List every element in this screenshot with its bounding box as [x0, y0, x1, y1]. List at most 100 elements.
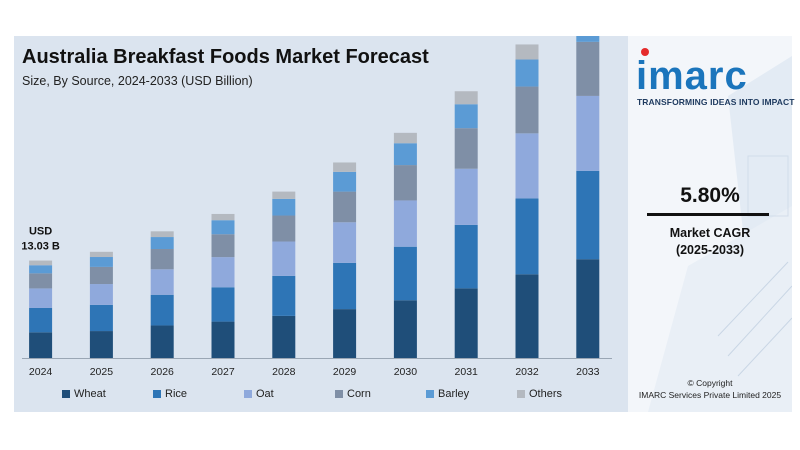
- legend-swatch-rice: [153, 390, 161, 398]
- x-tick-label-2033: 2033: [576, 366, 600, 378]
- bar-oat-2024: [29, 288, 53, 308]
- x-tick-label-2026: 2026: [151, 366, 175, 378]
- bar-others-2030: [393, 132, 417, 144]
- bar-oat-2026: [150, 269, 174, 295]
- bar-barley-2025: [89, 257, 113, 267]
- bar-barley-2026: [150, 237, 174, 250]
- bar-wheat-2025: [89, 331, 113, 358]
- bar-wheat-2033: [576, 259, 600, 358]
- bar-corn-2026: [150, 249, 174, 270]
- cagr-period: (2025-2033): [675, 243, 745, 257]
- legend-item-barley: Barley: [426, 388, 469, 400]
- bar-others-2024: [29, 260, 53, 266]
- legend-swatch-barley: [426, 390, 434, 398]
- bar-barley-2029: [333, 171, 357, 192]
- bar-oat-2031: [454, 168, 478, 225]
- legend-label-corn: Corn: [347, 388, 371, 400]
- bar-wheat-2026: [150, 325, 174, 358]
- background-decoration: [648, 56, 792, 412]
- legend-item-rice: Rice: [153, 388, 187, 400]
- bar-others-2029: [333, 162, 357, 172]
- bar-rice-2032: [515, 198, 539, 275]
- bar-oat-2025: [89, 284, 113, 305]
- bar-corn-2029: [333, 191, 357, 223]
- legend-label-wheat: Wheat: [74, 388, 106, 400]
- bar-corn-2024: [29, 273, 53, 289]
- legend-label-others: Others: [529, 388, 563, 400]
- bar-corn-2028: [272, 215, 296, 242]
- bar-barley-2031: [454, 104, 478, 129]
- bar-wheat-2029: [333, 309, 357, 358]
- chart-title: Australia Breakfast Foods Market Forecas…: [22, 46, 429, 68]
- bar-others-2025: [89, 251, 113, 258]
- legend-label-rice: Rice: [165, 388, 188, 400]
- company-name: IMARC Services Private Limited 2025: [638, 390, 782, 400]
- bar-corn-2032: [515, 86, 539, 134]
- brand-panel: [628, 36, 792, 412]
- bar-rice-2031: [454, 224, 478, 289]
- legend-swatch-oat: [244, 390, 252, 398]
- bar-rice-2029: [333, 262, 357, 310]
- bar-others-2026: [150, 231, 174, 238]
- legend-item-oat: Oat: [244, 388, 274, 400]
- bar-barley-2024: [29, 265, 53, 274]
- bar-rice-2030: [393, 246, 417, 301]
- legend-label-barley: Barley: [438, 388, 470, 400]
- x-tick-label-2030: 2030: [394, 366, 418, 378]
- bar-wheat-2031: [454, 288, 478, 358]
- x-tick-label-2032: 2032: [515, 366, 539, 378]
- bar-rice-2024: [29, 307, 53, 333]
- bar-rice-2026: [150, 294, 174, 326]
- bar-corn-2027: [211, 234, 235, 258]
- bar-wheat-2028: [272, 315, 296, 358]
- bar-corn-2031: [454, 128, 478, 169]
- bar-rice-2027: [211, 287, 235, 322]
- bar-wheat-2032: [515, 274, 539, 358]
- legend-swatch-others: [517, 390, 525, 398]
- bar-oat-2033: [576, 95, 600, 171]
- bar-wheat-2024: [29, 332, 53, 358]
- x-tick-label-2027: 2027: [211, 366, 235, 378]
- bar-barley-2032: [515, 59, 539, 87]
- x-tick-label-2025: 2025: [90, 366, 114, 378]
- bar-barley-2030: [393, 143, 417, 166]
- chart-subtitle: Size, By Source, 2024-2033 (USD Billion): [22, 74, 253, 88]
- x-tick-label-2024: 2024: [29, 366, 53, 378]
- legend-item-corn: Corn: [335, 388, 371, 400]
- bar-rice-2028: [272, 275, 296, 316]
- bar-oat-2032: [515, 133, 539, 199]
- bar-barley-2033: [576, 36, 600, 42]
- bar-oat-2029: [333, 222, 357, 263]
- bar-barley-2027: [211, 220, 235, 235]
- imarc-logo: imarc: [636, 54, 748, 98]
- cagr-label: Market CAGR: [669, 226, 751, 240]
- bar-rice-2033: [576, 170, 600, 260]
- annotation-2024-line-1: 13.03 B: [21, 241, 60, 253]
- copyright-text: © Copyright: [687, 378, 733, 388]
- x-tick-label-2031: 2031: [455, 366, 479, 378]
- bar-others-2027: [211, 213, 235, 221]
- logo-dot-icon: [641, 48, 649, 56]
- annotation-2024-line-0: USD: [29, 226, 52, 238]
- legend-swatch-corn: [335, 390, 343, 398]
- bar-wheat-2030: [393, 300, 417, 358]
- brand-tagline: TRANSFORMING IDEAS INTO IMPACT: [637, 97, 795, 107]
- bar-corn-2030: [393, 165, 417, 201]
- cagr-value: 5.80%: [680, 184, 740, 207]
- bar-others-2032: [515, 44, 539, 60]
- cagr-divider: [647, 213, 769, 216]
- bar-wheat-2027: [211, 321, 235, 358]
- bar-others-2028: [272, 191, 296, 199]
- legend-label-oat: Oat: [256, 388, 274, 400]
- bar-rice-2025: [89, 304, 113, 332]
- legend-item-wheat: Wheat: [62, 388, 106, 400]
- stacked-bar-chart: 2024 2025 2026 2027 2028 2029 2030 2031 2032 2033…: [21, 36, 612, 378]
- chart-legend: Wheat Rice Oat Corn Barley Others: [62, 388, 602, 402]
- legend-swatch-wheat: [62, 390, 70, 398]
- bar-corn-2033: [576, 41, 600, 96]
- bar-oat-2028: [272, 241, 296, 276]
- legend-item-others: Others: [517, 388, 562, 400]
- bar-oat-2027: [211, 257, 235, 288]
- bar-others-2031: [454, 91, 478, 105]
- bar-oat-2030: [393, 200, 417, 247]
